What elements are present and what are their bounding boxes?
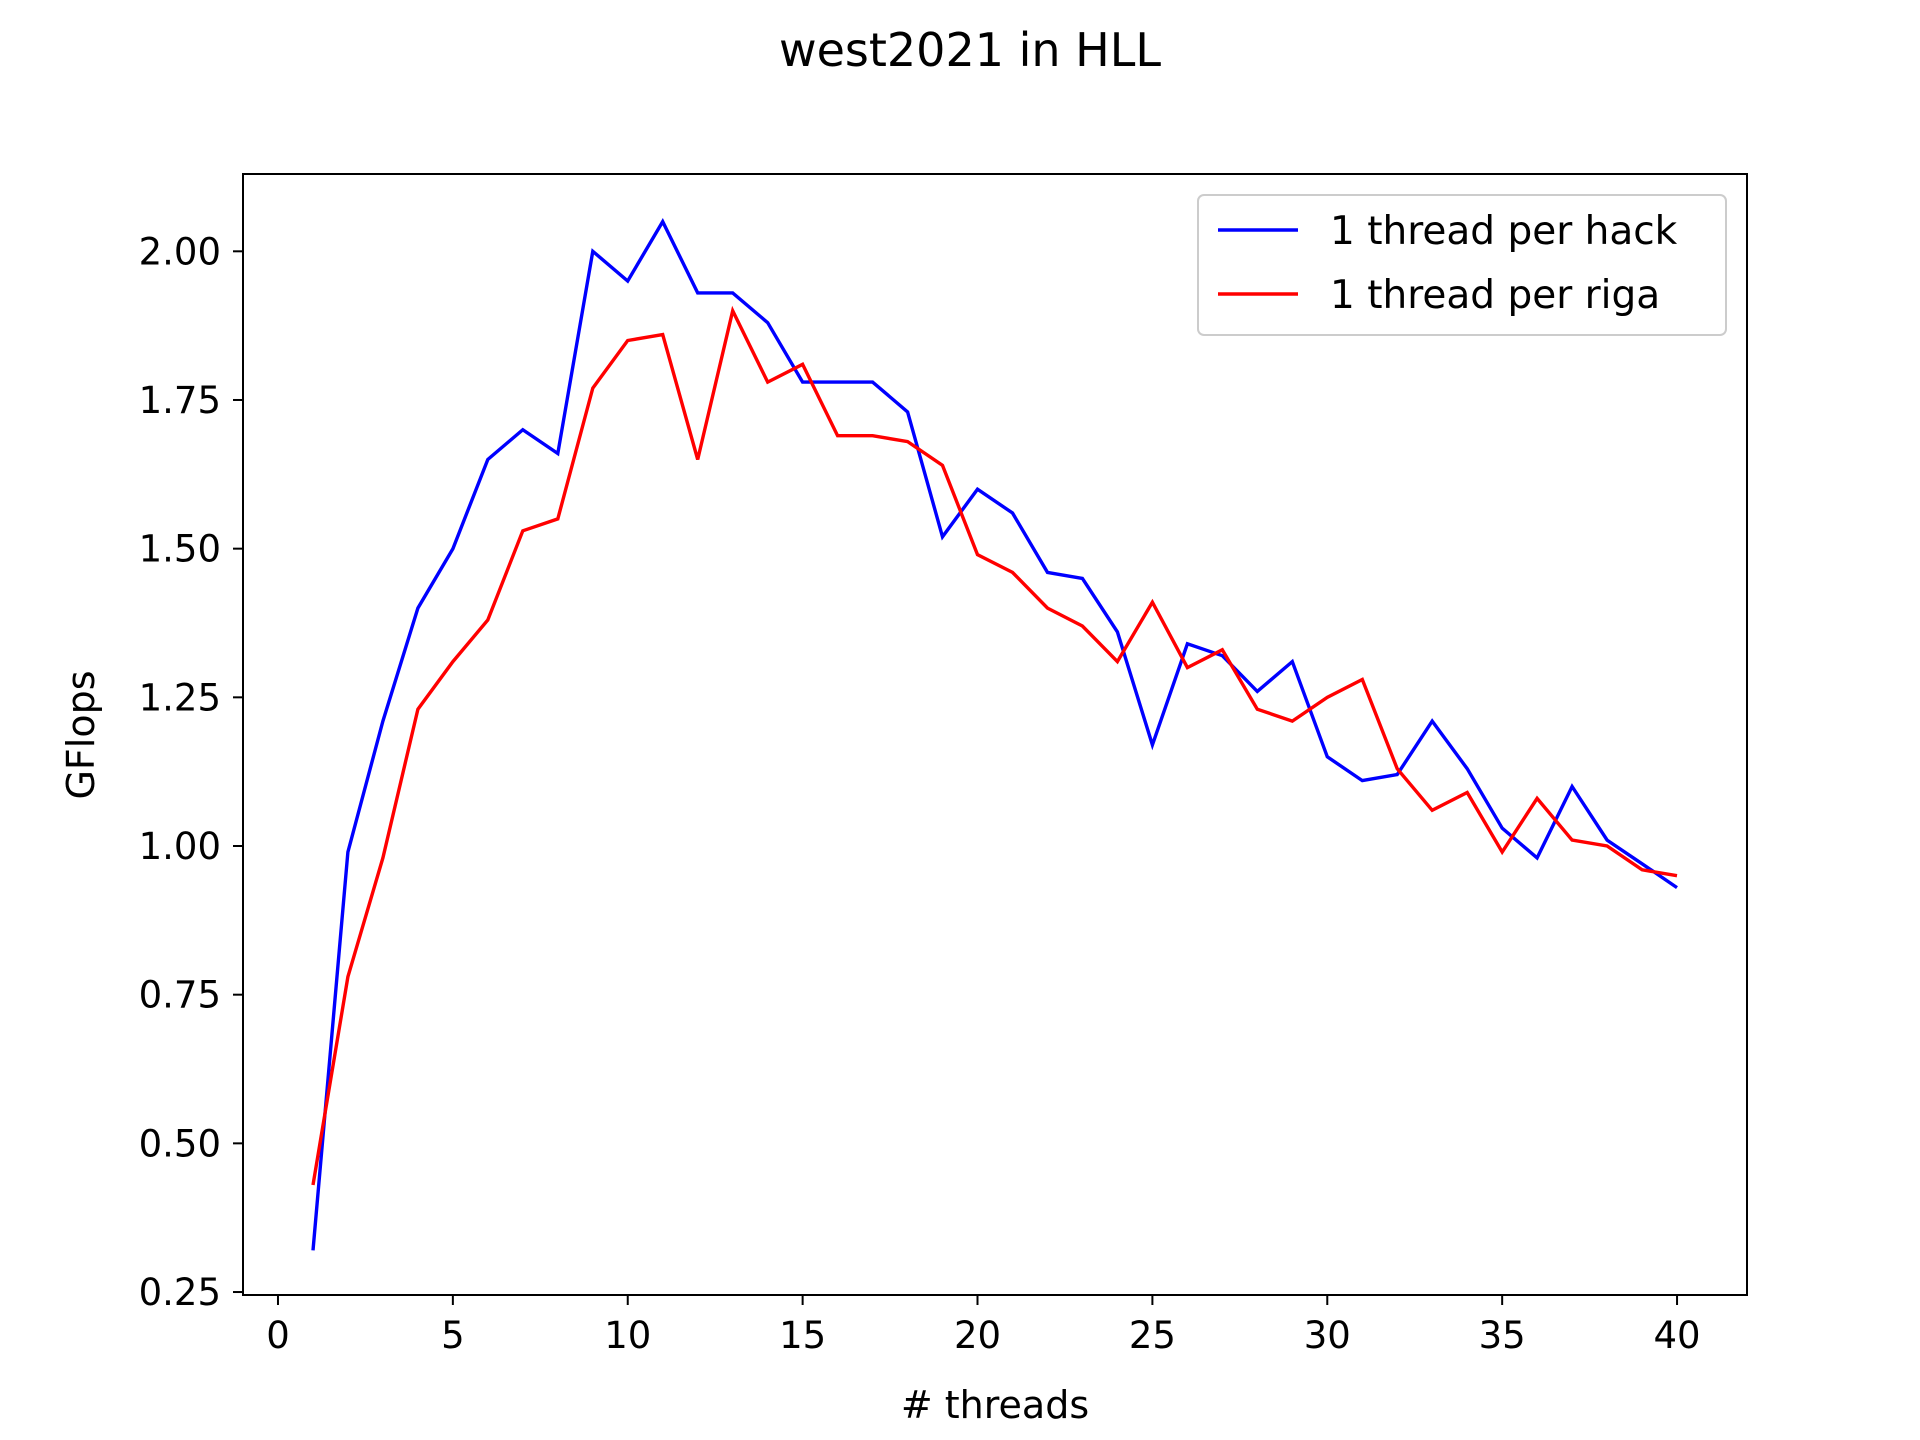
y-tick-label: 0.75 (139, 974, 221, 1017)
legend-label-2: 1 thread per riga (1330, 273, 1660, 318)
plot-frame (242, 173, 1748, 1296)
legend: 1 thread per hack 1 thread per riga (1197, 194, 1727, 336)
x-tick-label: 10 (604, 1314, 651, 1357)
x-axis-ticks: 0 5 10 15 20 25 30 35 40 (266, 1295, 1701, 1357)
x-tick-label: 20 (954, 1314, 1001, 1357)
legend-box (1197, 194, 1727, 336)
series-line-2 (311, 305, 1678, 1186)
y-tick-label: 2.00 (139, 230, 221, 273)
x-tick-label: 40 (1653, 1314, 1700, 1357)
y-tick-label: 1.50 (139, 528, 221, 571)
series-layer (311, 218, 1678, 1251)
legend-label-1: 1 thread per hack (1330, 209, 1678, 254)
x-tick-label: 30 (1304, 1314, 1351, 1357)
x-tick-label: 0 (266, 1314, 290, 1357)
y-tick-label: 1.25 (139, 676, 221, 719)
x-tick-label: 25 (1129, 1314, 1176, 1357)
y-axis-ticks: 0.25 0.50 0.75 1.00 1.25 1.50 1.75 2.00 (139, 230, 243, 1314)
x-tick-label: 35 (1479, 1314, 1526, 1357)
y-tick-label: 1.75 (139, 379, 221, 422)
series-line-1 (311, 218, 1678, 1251)
x-tick-label: 15 (779, 1314, 826, 1357)
y-tick-label: 0.50 (139, 1122, 221, 1165)
y-tick-label: 0.25 (139, 1271, 221, 1314)
chart-title: west2021 in HLL (779, 23, 1161, 77)
x-axis-label: # threads (901, 1383, 1089, 1427)
y-tick-label: 1.00 (139, 825, 221, 868)
y-axis-label: GFlops (59, 670, 103, 799)
legend-entries: 1 thread per hack 1 thread per riga (1218, 209, 1678, 318)
x-tick-label: 5 (441, 1314, 465, 1357)
